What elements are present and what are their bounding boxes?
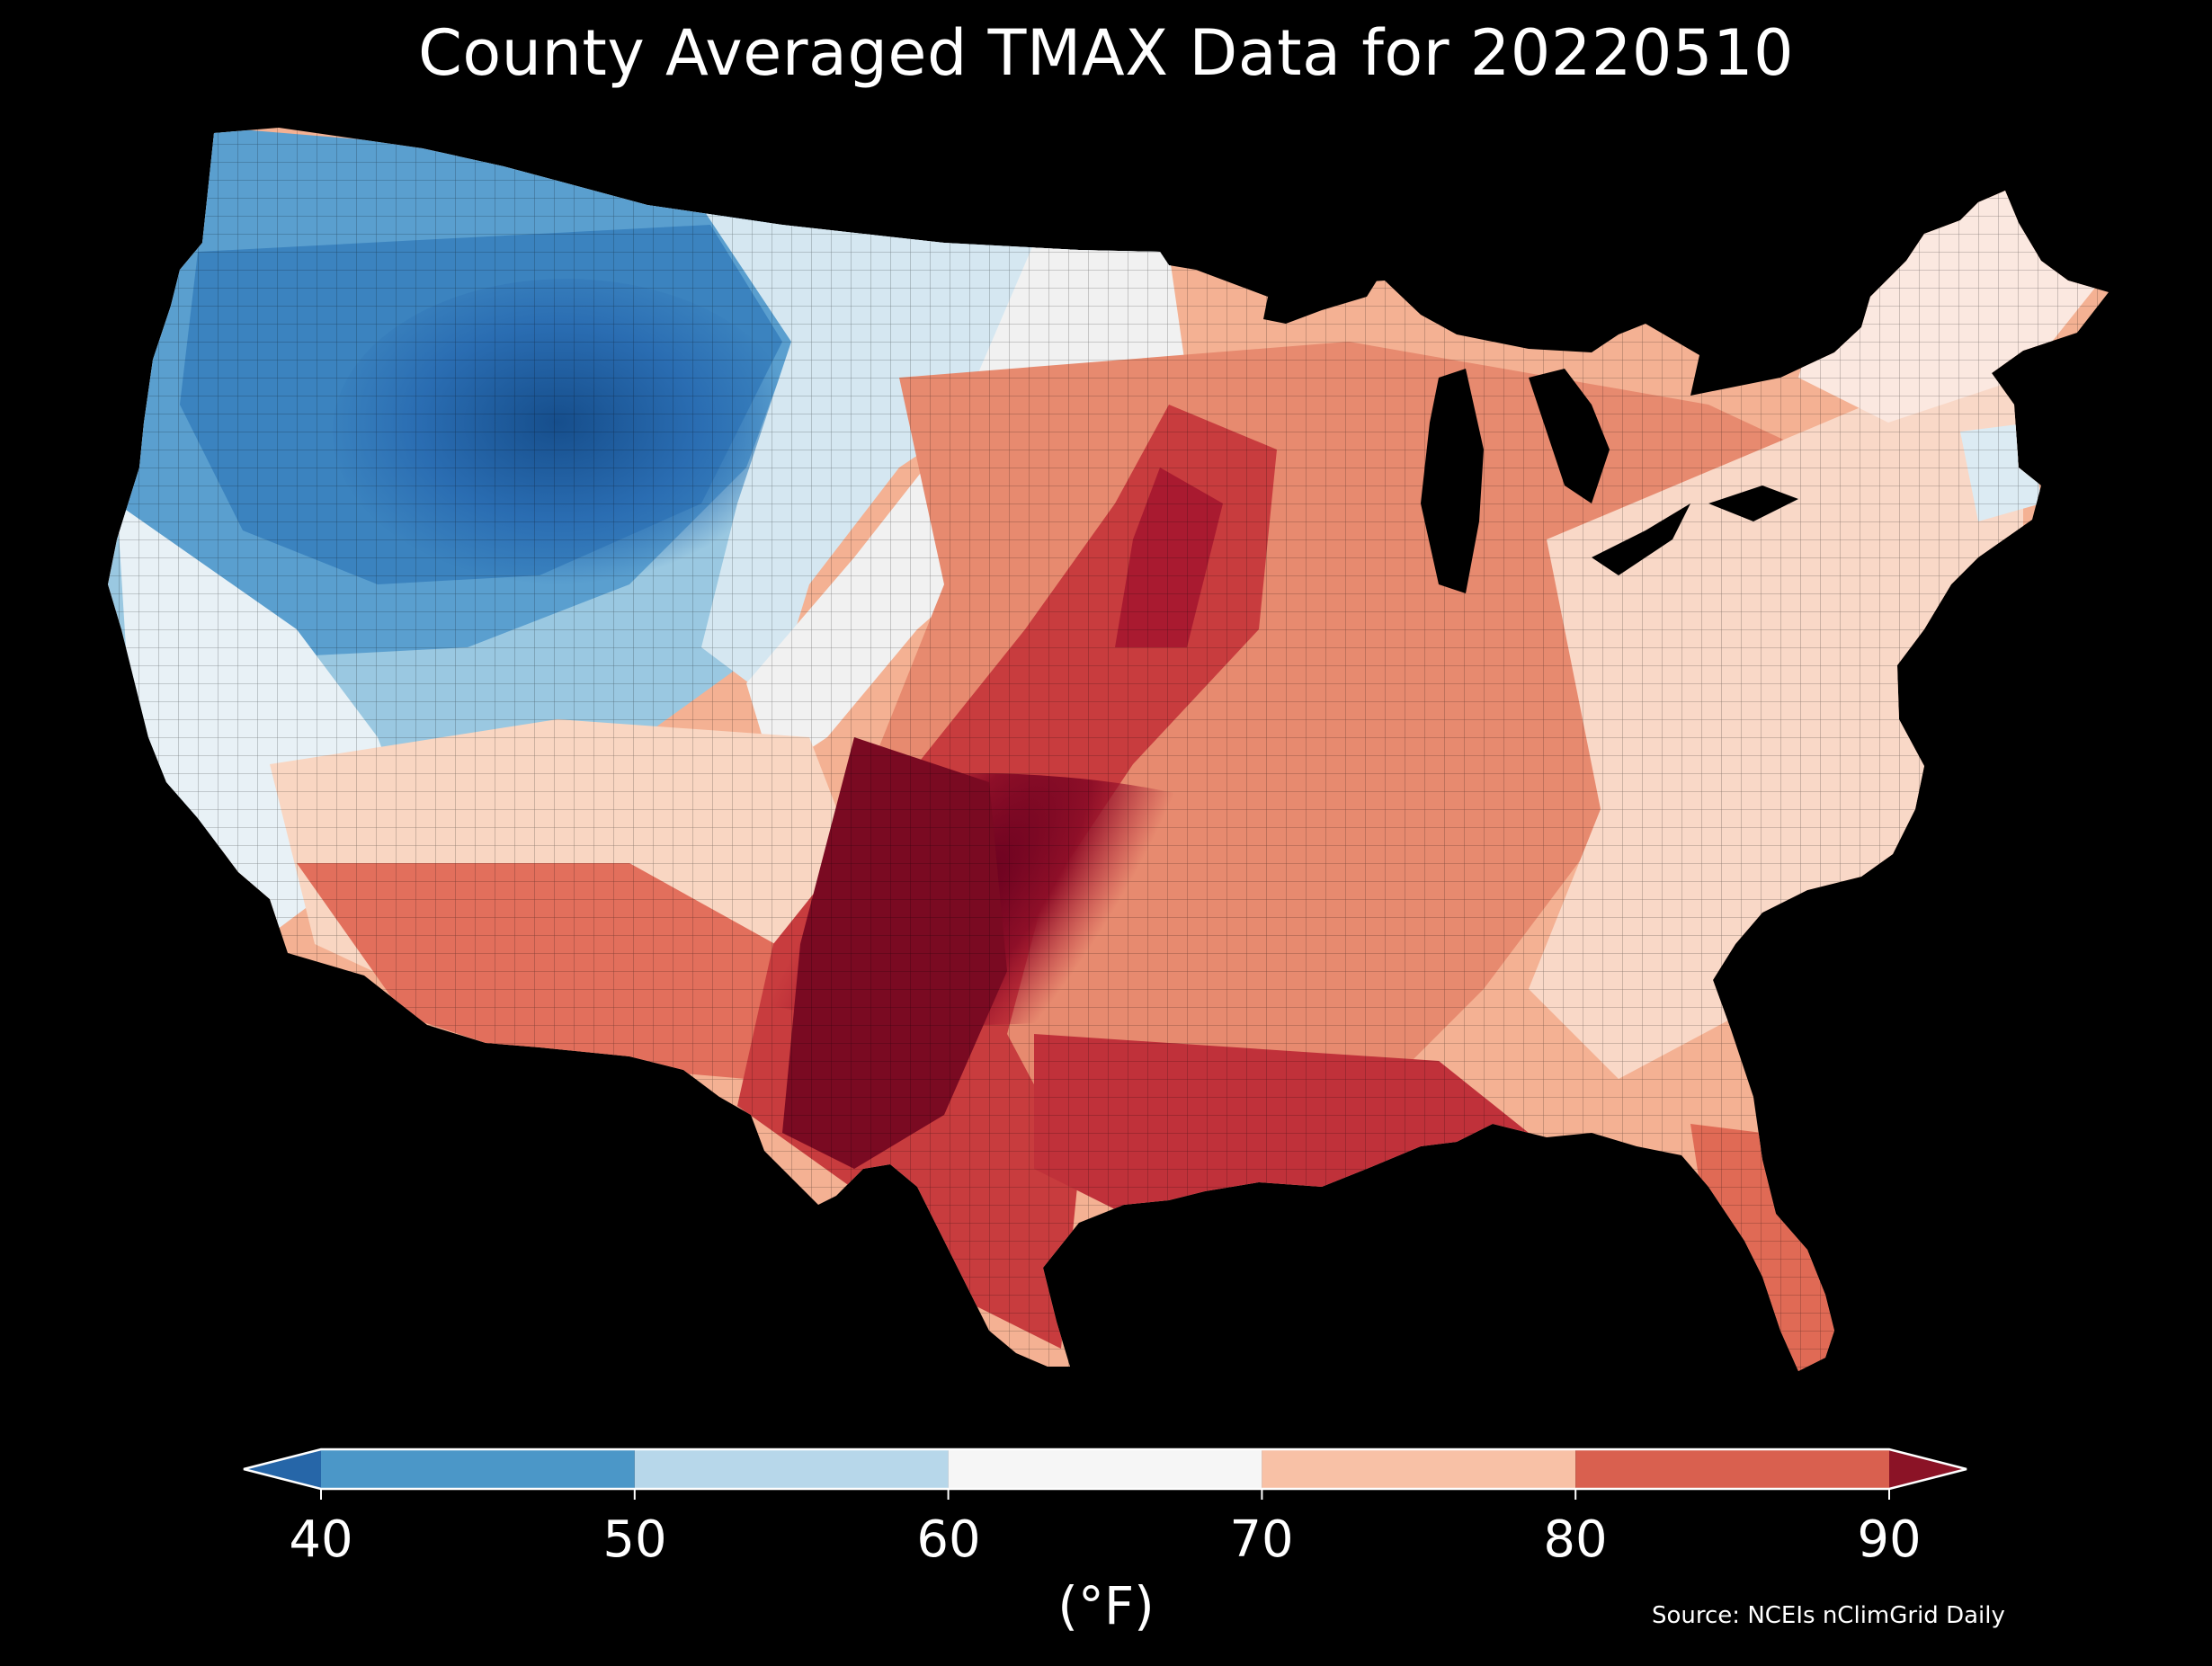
colorbar-bin-80-90	[1575, 1449, 1889, 1489]
map-title: County Averaged TMAX Data for 20220510	[417, 16, 1795, 90]
colorbar-tick-80: 80	[1543, 1510, 1608, 1569]
colorbar-bin-60-70	[948, 1449, 1262, 1489]
colorbar-bin-50-60	[634, 1449, 949, 1489]
great-lakes	[1263, 275, 1798, 593]
colorbar-extend-over	[1889, 1449, 1967, 1489]
colorbar-unit-label: (°F)	[1057, 1575, 1155, 1636]
colorbar-tick-60: 60	[916, 1510, 981, 1569]
colorbar-tick-40: 40	[289, 1510, 353, 1569]
colorbar-extend-under	[244, 1449, 321, 1489]
colorbar-tick-50: 50	[602, 1510, 667, 1569]
colorbar-tick-70: 70	[1229, 1510, 1294, 1569]
colorbar-bin-40-50	[321, 1449, 635, 1489]
source-credit: Source: NCEIs nClimGrid Daily	[1652, 1602, 2005, 1629]
colorbar-tick-90: 90	[1857, 1510, 1922, 1569]
colorbar-bin-70-80	[1262, 1449, 1576, 1489]
